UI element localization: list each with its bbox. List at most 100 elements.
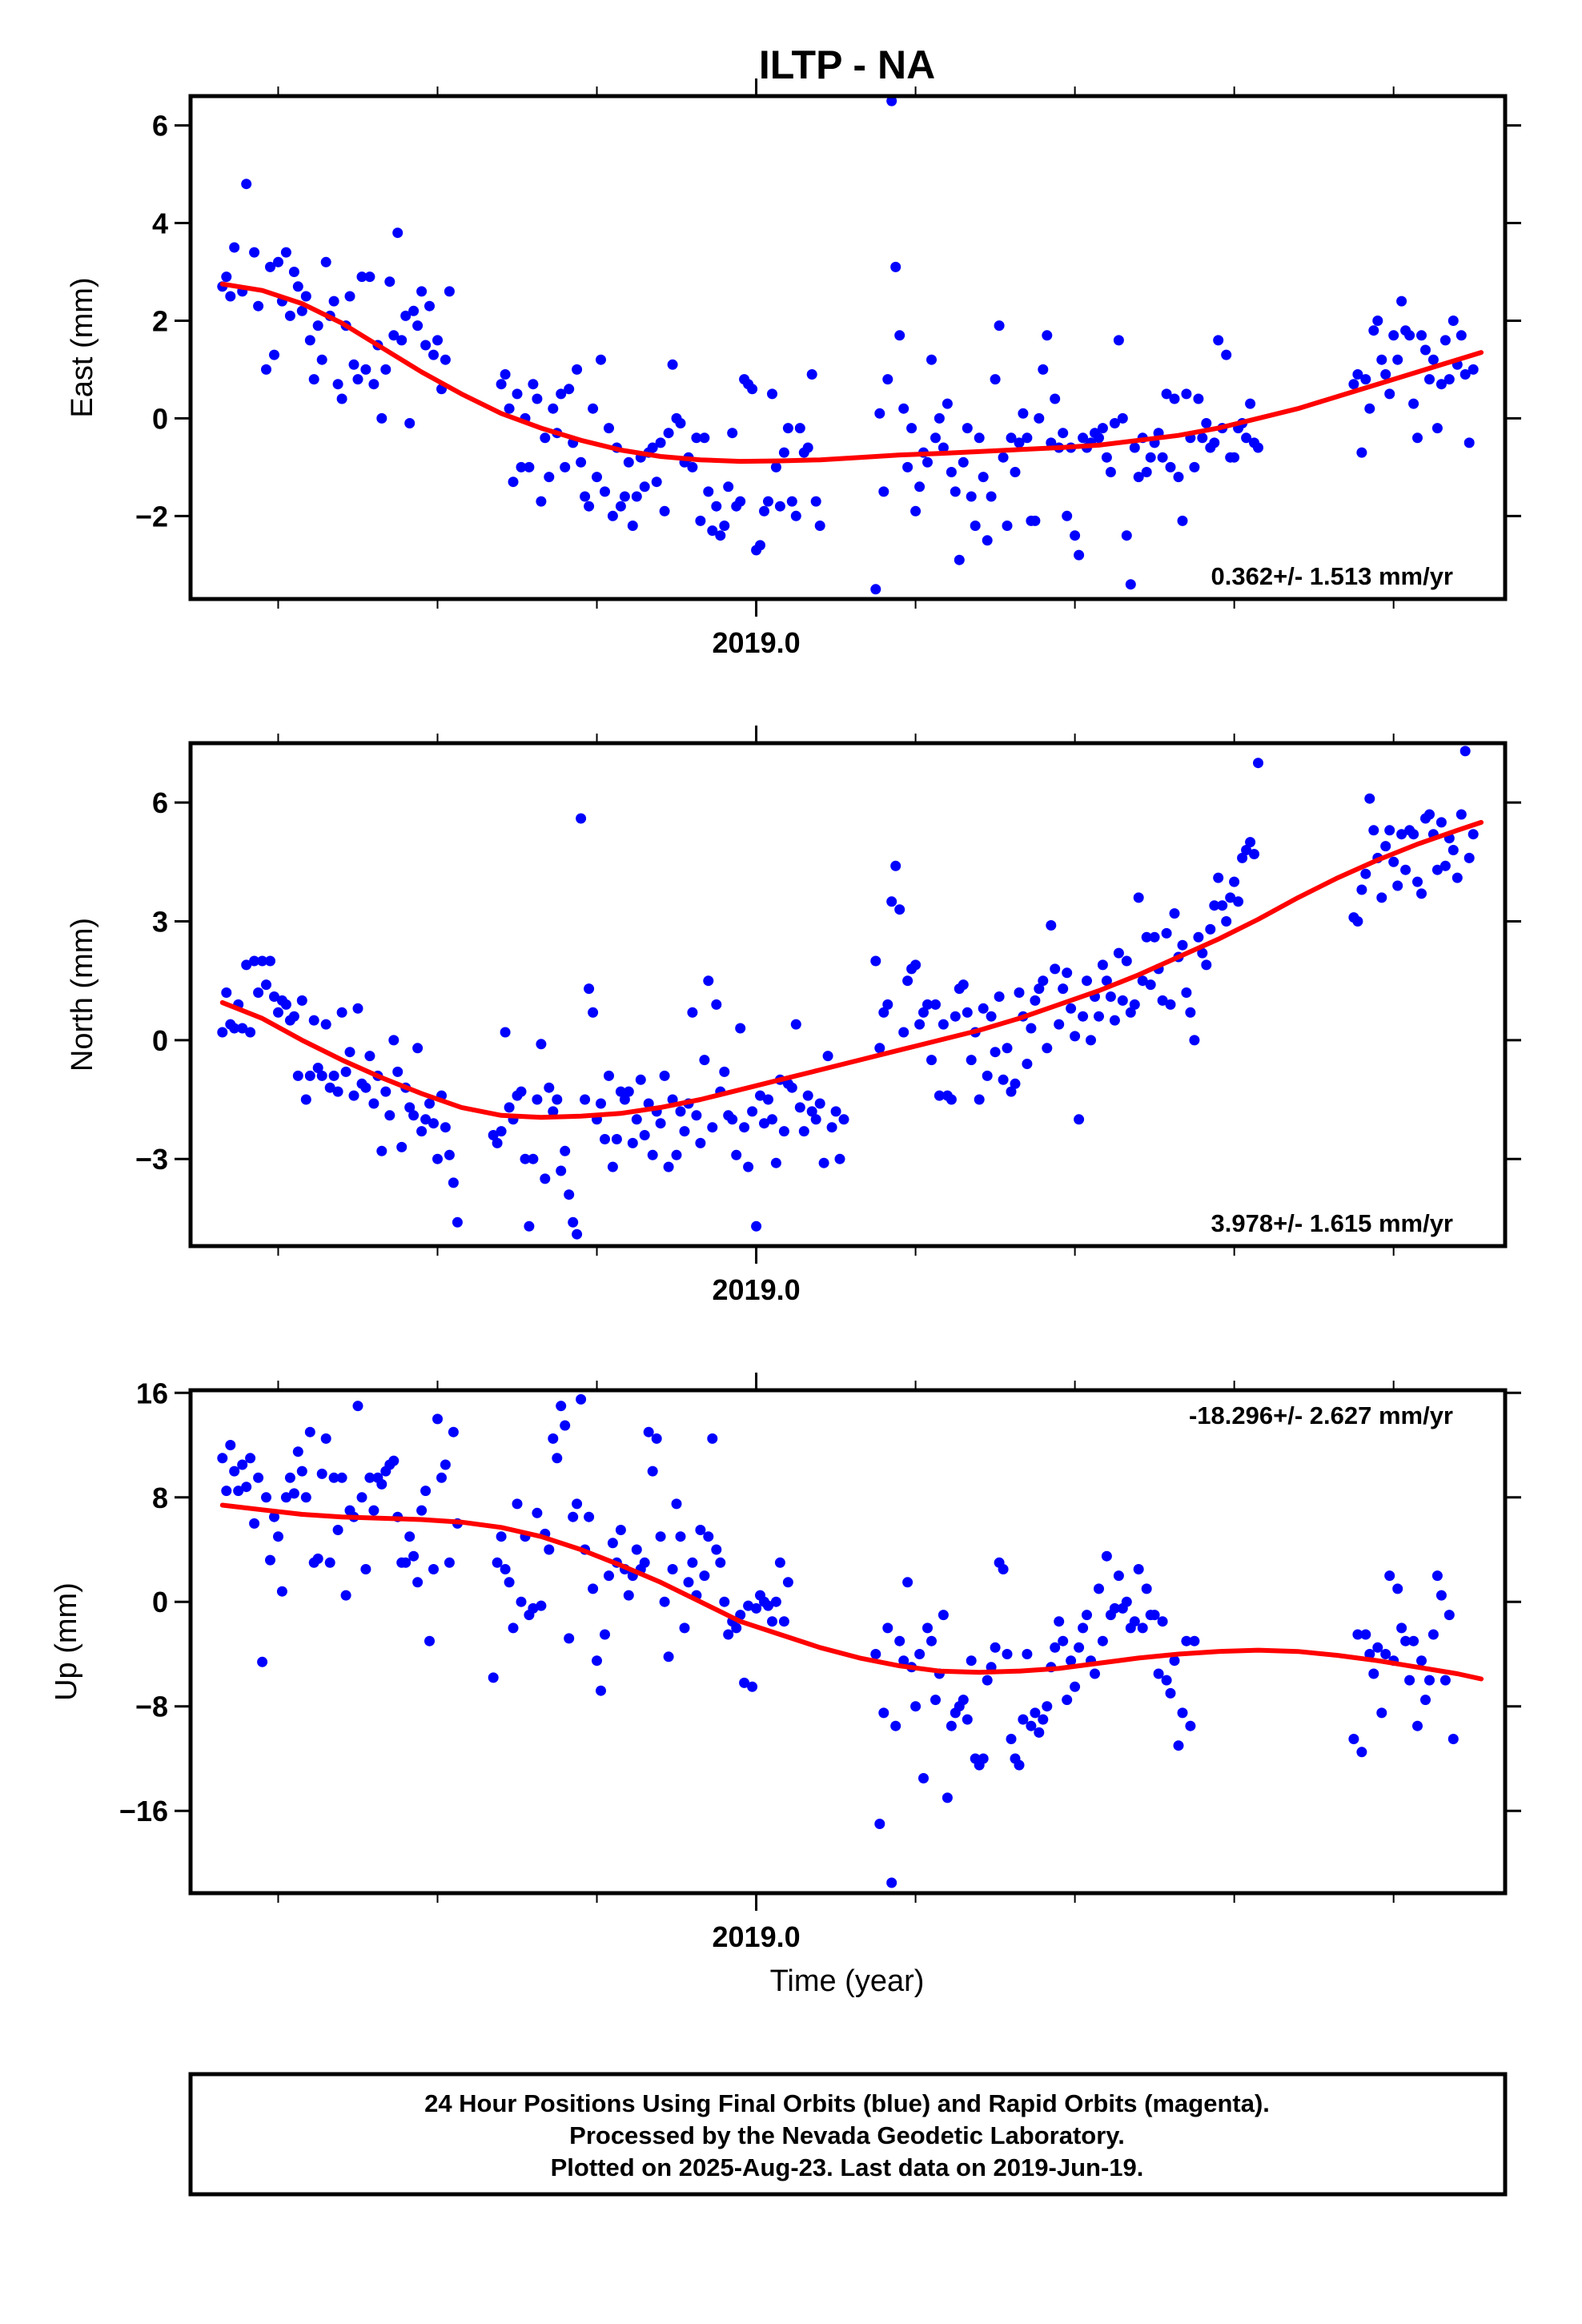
north-data-point: [1241, 845, 1252, 855]
up-data-point: [548, 1433, 559, 1444]
east-data-point: [229, 242, 240, 253]
east-data-point: [1368, 325, 1379, 336]
up-data-point: [874, 1819, 885, 1829]
north-data-point: [237, 1023, 248, 1034]
east-data-point: [627, 521, 638, 531]
up-data-point: [440, 1459, 451, 1470]
east-data-point: [1181, 388, 1192, 400]
north-data-point: [727, 1114, 738, 1125]
north-data-point: [1435, 817, 1447, 828]
up-data-point: [1129, 1616, 1140, 1627]
up-data-point: [711, 1544, 722, 1555]
north-data-point: [1384, 825, 1395, 836]
up-data-point: [412, 1577, 424, 1588]
up-data-point: [1356, 1747, 1367, 1758]
east-ytick-label: 2: [152, 304, 168, 337]
north-frame: [188, 741, 1508, 1248]
east-data-point: [524, 461, 535, 472]
up-data-point: [257, 1656, 268, 1667]
east-data-point: [1050, 393, 1061, 404]
east-data-point: [727, 428, 738, 439]
east-data-point: [998, 452, 1009, 463]
north-data-point: [1431, 864, 1443, 875]
up-data-point: [253, 1472, 264, 1483]
north-data-point: [1237, 852, 1248, 863]
north-data-point: [253, 987, 264, 998]
north-data-point: [1109, 1015, 1120, 1026]
north-data-point: [1074, 1114, 1085, 1125]
up-data-point: [782, 1577, 793, 1588]
up-data-point: [870, 1649, 881, 1659]
north-data-point: [380, 1086, 391, 1097]
north-data-point: [834, 1153, 845, 1164]
east-data-point: [1161, 388, 1172, 400]
north-data-point: [990, 1047, 1001, 1058]
north-data-point: [496, 1126, 507, 1137]
north-data-point: [886, 896, 897, 907]
north-data-point: [296, 995, 307, 1006]
north-ytick-label: −3: [135, 1143, 168, 1176]
up-data-point: [312, 1553, 323, 1564]
up-data-point: [225, 1440, 236, 1450]
up-data-point: [1400, 1635, 1411, 1647]
east-data-point: [532, 393, 543, 404]
up-data-point: [568, 1511, 579, 1522]
up-y-axis-label: Up (mm): [50, 1582, 83, 1701]
up-ytick-label: 8: [152, 1482, 168, 1514]
up-rate-label: -18.296+/- 2.627 mm/yr: [1189, 1401, 1453, 1429]
up-data-point: [623, 1590, 634, 1601]
up-data-point: [679, 1622, 690, 1634]
east-data-point: [1062, 510, 1073, 521]
east-data-point: [1384, 388, 1395, 400]
east-data-point: [759, 505, 769, 517]
up-data-point: [249, 1518, 260, 1529]
north-data-point: [280, 999, 291, 1010]
north-data-point: [221, 987, 232, 998]
up-data-point: [1368, 1668, 1379, 1679]
east-data-point: [898, 403, 909, 414]
up-data-point: [488, 1672, 499, 1683]
up-data-point: [288, 1488, 299, 1499]
up-data-point: [1376, 1707, 1387, 1719]
up-data-point: [444, 1557, 455, 1568]
east-data-point: [253, 300, 264, 312]
east-data-point: [1074, 549, 1085, 561]
east-rate-label: 0.362+/- 1.513 mm/yr: [1211, 562, 1453, 590]
east-data-point: [356, 271, 367, 283]
up-data-point: [1352, 1629, 1363, 1640]
north-data-point: [452, 1216, 463, 1228]
up-data-point: [1424, 1675, 1435, 1686]
east-data-point: [364, 271, 375, 283]
north-data-point: [755, 1090, 765, 1101]
up-data-point: [269, 1511, 279, 1522]
east-data-point: [292, 281, 303, 292]
up-data-point: [751, 1602, 762, 1614]
north-data-point: [1201, 959, 1212, 971]
north-data-point: [619, 1094, 630, 1105]
north-data-point: [368, 1098, 379, 1109]
north-data-point: [659, 1070, 670, 1081]
east-data-point: [576, 456, 587, 468]
east-data-point: [273, 256, 283, 267]
east-data-point: [1113, 335, 1124, 346]
north-data-point: [273, 1007, 283, 1018]
east-data-point: [1435, 379, 1447, 390]
east-data-point: [767, 388, 777, 400]
east-data-point: [412, 320, 424, 332]
north-data-point: [890, 860, 901, 871]
east-data-point: [1396, 296, 1407, 307]
up-data-point: [400, 1557, 412, 1568]
up-data-point: [428, 1564, 439, 1574]
east-data-point: [782, 423, 793, 434]
north-data-point: [1193, 931, 1204, 943]
up-data-point: [1427, 1629, 1439, 1640]
east-data-point: [790, 510, 801, 521]
up-data-point: [604, 1570, 614, 1582]
north-data-point: [751, 1220, 762, 1232]
up-data-point: [1054, 1616, 1065, 1627]
east-data-point: [392, 227, 404, 239]
east-data-point: [747, 384, 758, 395]
east-data-point: [1424, 374, 1435, 385]
north-data-point: [1213, 872, 1224, 883]
east-data-point: [540, 432, 551, 444]
